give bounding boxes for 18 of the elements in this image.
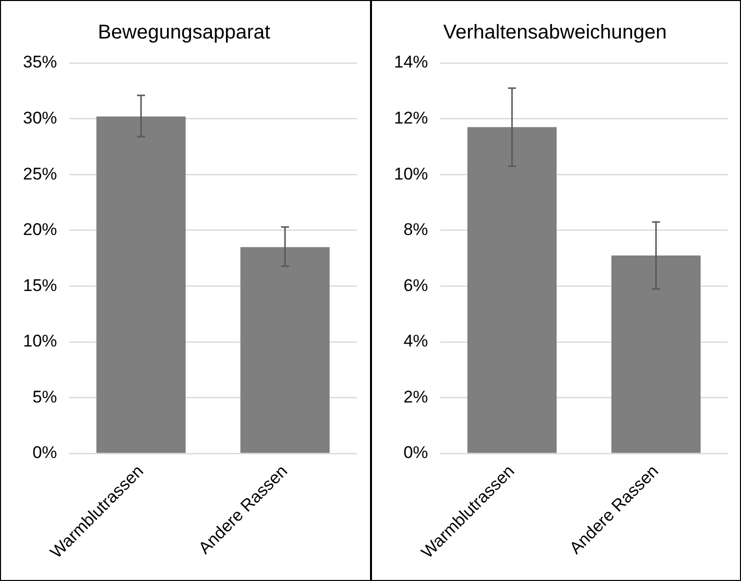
y-tick-label: 25% (22, 164, 58, 184)
y-tick-label: 0% (32, 443, 58, 462)
y-tick-label: 35% (22, 52, 58, 72)
y-tick-label: 6% (402, 276, 428, 295)
chart-title: Bewegungsapparat (98, 22, 271, 44)
y-tick-label: 12% (393, 108, 428, 128)
y-tick-label: 30% (22, 108, 58, 128)
y-tick-label: 10% (22, 332, 58, 351)
y-tick-label: 5% (32, 387, 58, 406)
y-tick-label: 20% (22, 220, 58, 240)
y-tick-label: 10% (393, 164, 428, 184)
y-tick-label: 0% (402, 443, 428, 462)
y-tick-label: 4% (402, 332, 428, 351)
y-tick-label: 15% (22, 276, 58, 295)
y-tick-label: 14% (393, 52, 428, 72)
chart-title: Verhaltensabweichungen (442, 22, 666, 44)
y-tick-label: 8% (402, 220, 428, 240)
y-tick-label: 2% (402, 387, 428, 406)
